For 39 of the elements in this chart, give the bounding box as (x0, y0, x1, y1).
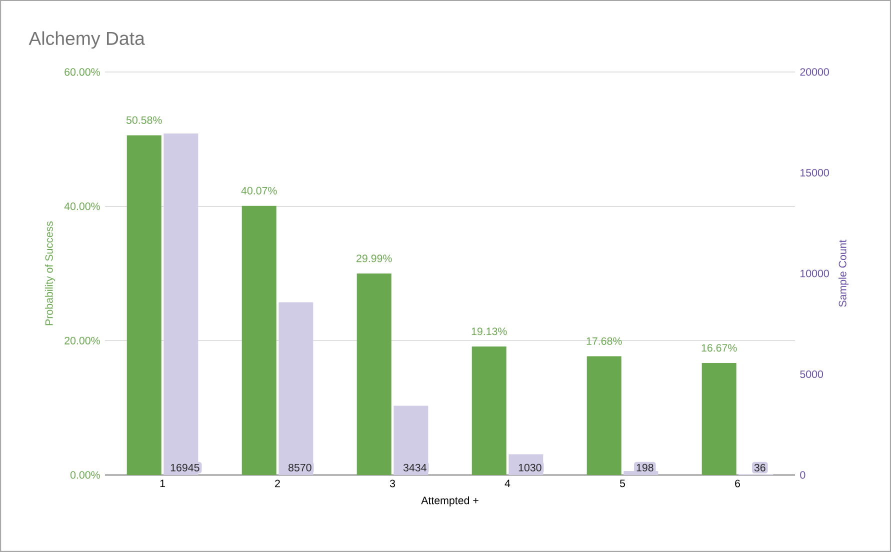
data-label: 17.68% (586, 337, 622, 345)
y-tick-label: 60.00% (64, 68, 100, 76)
y-tick-label: 20.00% (64, 336, 100, 344)
y-tick-label: 40.00% (64, 202, 100, 210)
bar (278, 302, 314, 475)
x-tick-label: 3 (390, 480, 395, 488)
x-tick-label: 5 (620, 480, 626, 488)
x-tick-label: 4 (504, 480, 510, 488)
data-label: 29.99% (356, 254, 392, 262)
y2-axis-title: Sample Count (838, 240, 848, 307)
y2-tick-label: 10000 (800, 270, 829, 278)
data-label: 40.07% (241, 186, 277, 194)
bar (126, 135, 162, 475)
y-axis-title: Probability of Success (45, 221, 55, 326)
data-label: 36 (754, 464, 766, 472)
bar (702, 363, 736, 475)
bar (472, 346, 506, 475)
x-tick-label: 6 (735, 480, 740, 488)
data-label: 16.67% (702, 344, 737, 352)
y2-tick-label: 0 (800, 471, 806, 479)
bar (242, 206, 276, 475)
bar (586, 356, 622, 475)
y2-tick-label: 5000 (800, 370, 824, 378)
data-label: 8570 (288, 464, 312, 472)
data-label: 1030 (518, 464, 542, 472)
y-tick-label: 0.00% (70, 471, 100, 479)
bar (164, 134, 198, 475)
x-axis-title: Attempted + (421, 496, 478, 506)
x-tick-label: 2 (275, 480, 280, 488)
chart-title: Alchemy Data (28, 31, 145, 49)
y2-tick-label: 15000 (800, 168, 829, 177)
data-label: 3434 (403, 464, 426, 472)
data-label: 16945 (170, 464, 200, 472)
data-label: 198 (636, 464, 654, 472)
x-tick-label: 1 (160, 480, 165, 488)
y2-tick-label: 20000 (800, 68, 829, 76)
bar (356, 274, 392, 475)
data-label: 50.58% (126, 116, 162, 124)
data-label: 19.13% (472, 328, 507, 336)
